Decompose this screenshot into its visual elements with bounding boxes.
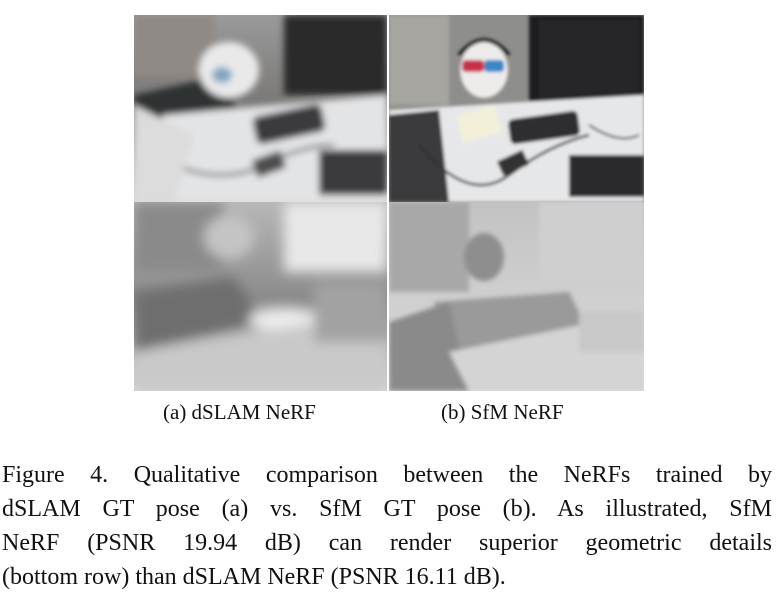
caption-line: NeRF (PSNR 19.94 dB) can render superior… (2, 530, 772, 556)
sfm-rgb-render (389, 15, 644, 202)
dslam-depth-render (134, 202, 387, 391)
caption-line: dSLAM GT pose (a) vs. SfM GT pose (b). A… (2, 496, 772, 522)
sfm-depth-render (389, 202, 644, 391)
subcaption-b: (b) SfM NeRF (441, 400, 564, 424)
caption-line: Figure 4. Qualitative comparison between… (2, 462, 772, 488)
dslam-rgb-render (134, 15, 387, 202)
subcaption-a: (a) dSLAM NeRF (163, 400, 316, 424)
caption-line: (bottom row) than dSLAM NeRF (PSNR 16.11… (2, 564, 506, 590)
figure-caption: Figure 4. Qualitative comparison between… (2, 458, 772, 594)
figure-grid (134, 15, 644, 391)
